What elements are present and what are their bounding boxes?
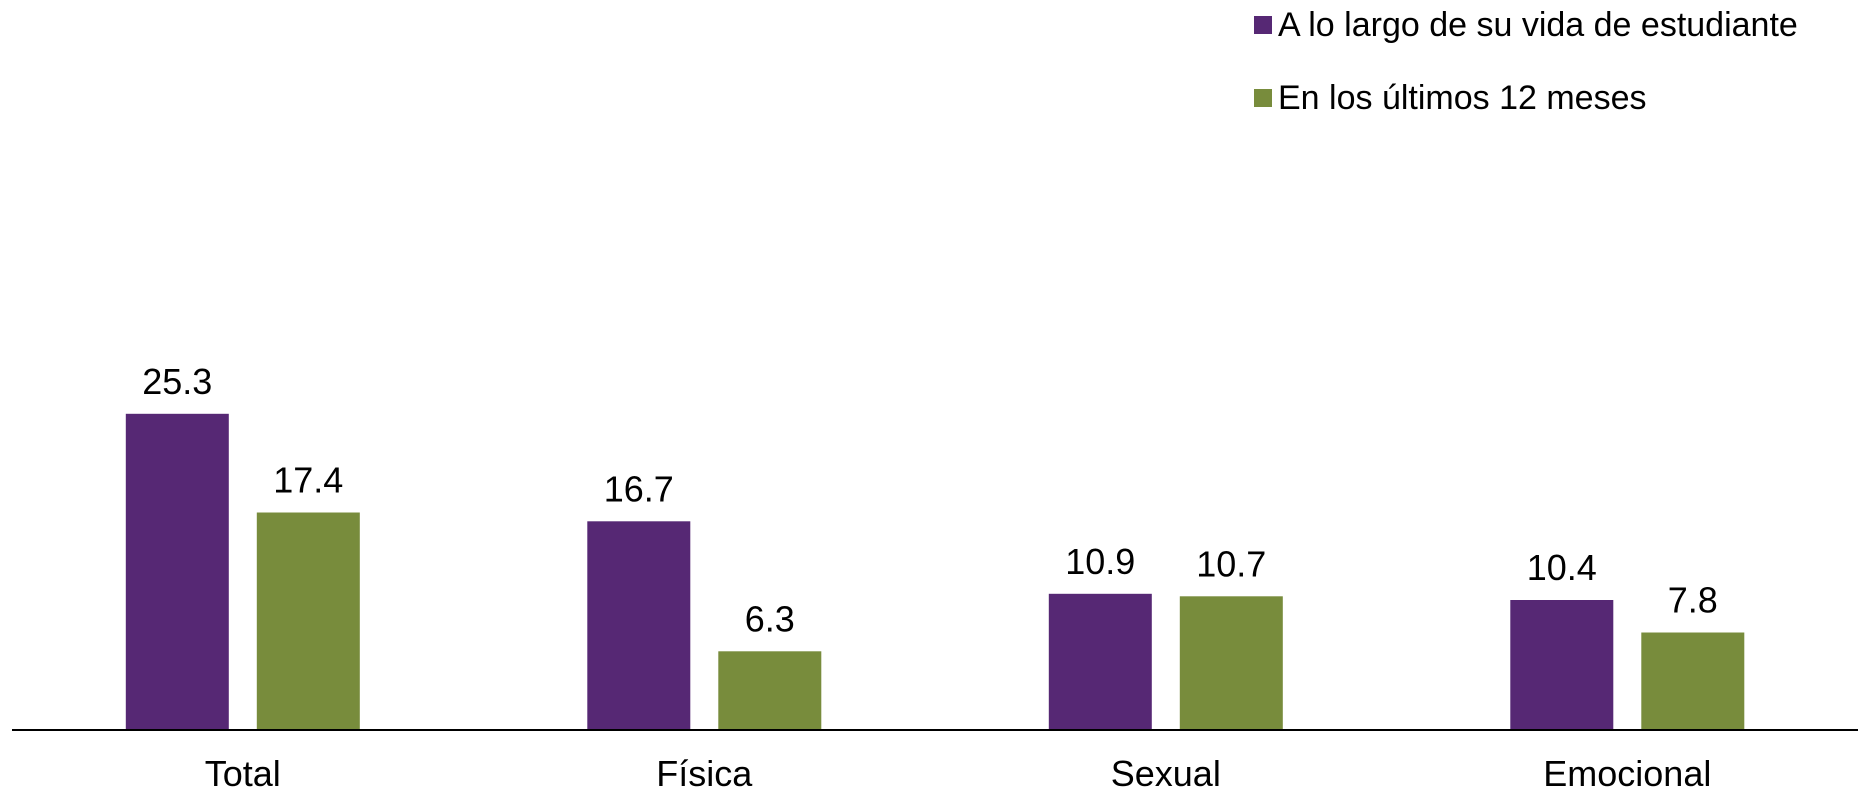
bars-group — [125, 413, 1745, 731]
data-labels-group: 25.3 17.4 16.7 6.3 10.9 10.7 10.4 7.8 — [142, 361, 1718, 640]
category-label-emocional: Emocional — [1543, 753, 1711, 793]
bar-física-series-1 — [587, 521, 691, 731]
bar-sexual-series-2 — [1179, 596, 1283, 731]
legend-swatch-series-1 — [1254, 16, 1272, 34]
data-label-emocional-series-1: 10.4 — [1527, 547, 1597, 588]
data-label-física-series-2: 6.3 — [745, 598, 795, 639]
data-label-total-series-1: 25.3 — [142, 361, 212, 402]
data-label-física-series-1: 16.7 — [604, 468, 674, 509]
legend-label-series-2: En los últimos 12 meses — [1278, 78, 1647, 117]
data-label-sexual-series-1: 10.9 — [1065, 541, 1135, 582]
data-label-sexual-series-2: 10.7 — [1196, 543, 1266, 584]
legend-item-series-1: A lo largo de su vida de estudiante — [1254, 5, 1798, 45]
category-labels-group: Total Física Sexual Emocional — [205, 753, 1712, 793]
bar-sexual-series-1 — [1048, 593, 1152, 731]
bar-emocional-series-1 — [1510, 600, 1614, 730]
category-label-física: Física — [656, 753, 753, 793]
data-label-emocional-series-2: 7.8 — [1668, 580, 1718, 621]
data-label-total-series-2: 17.4 — [273, 460, 343, 501]
legend-item-series-2: En los últimos 12 meses — [1254, 78, 1647, 118]
category-label-total: Total — [205, 753, 281, 793]
legend-label-series-1: A lo largo de su vida de estudiante — [1278, 5, 1798, 44]
legend-swatch-series-2 — [1254, 89, 1272, 107]
category-label-sexual: Sexual — [1111, 753, 1221, 793]
bar-total-series-2 — [256, 512, 360, 730]
bar-total-series-1 — [125, 413, 229, 731]
bar-emocional-series-2 — [1641, 632, 1745, 730]
bar-física-series-2 — [718, 651, 822, 731]
